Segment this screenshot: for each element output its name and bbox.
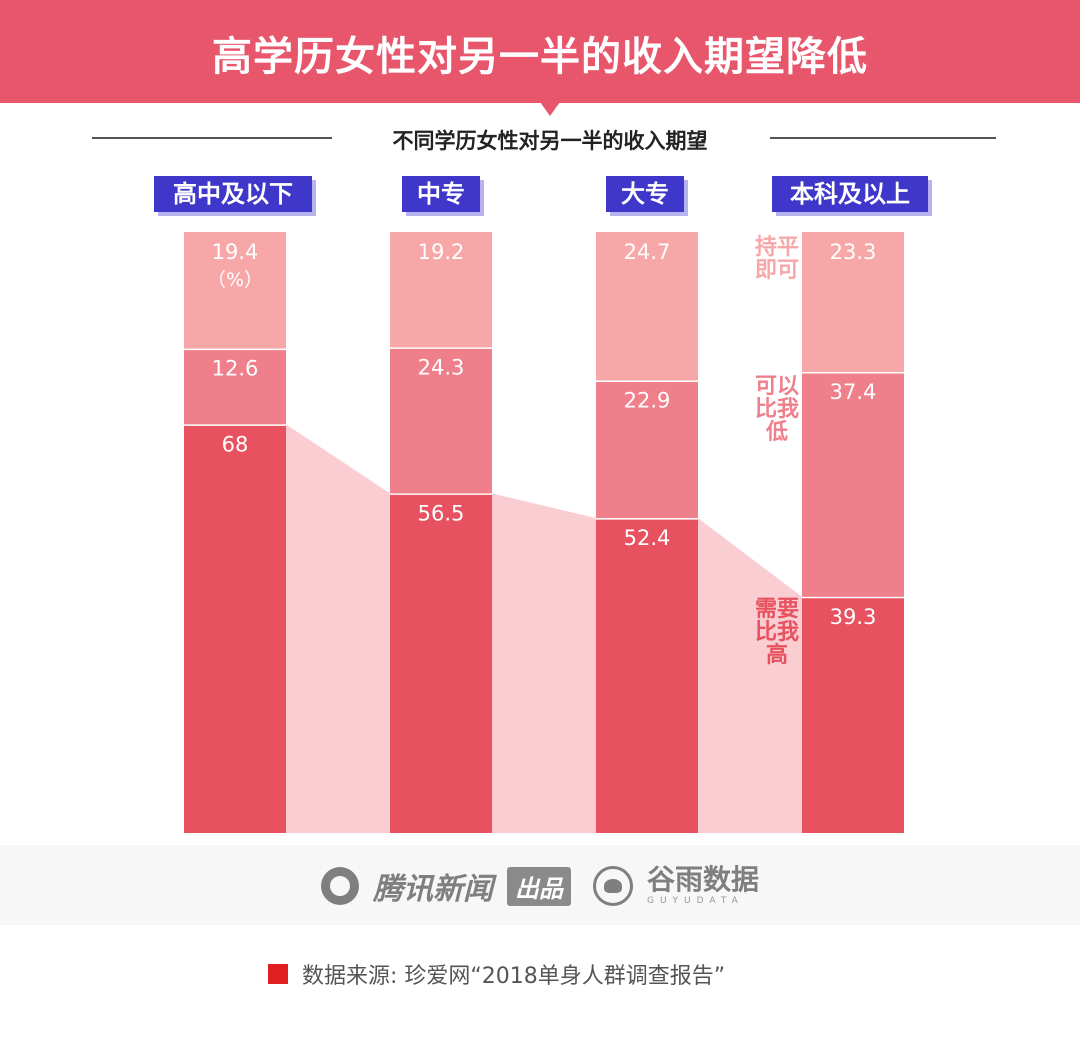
- data-label-technical-equal: 19.2: [418, 240, 465, 264]
- guyu-logo-icon: [592, 866, 633, 906]
- banner-notch: [540, 102, 560, 116]
- category-label-bachelor: 本科及以上: [772, 176, 928, 212]
- brand-guyu: 谷雨数据 GUYUDATA: [647, 866, 759, 906]
- data-label-bachelor-higher: 39.3: [830, 605, 877, 629]
- bar-high-school-lower: [184, 348, 286, 425]
- brand-guyu-sub: GUYUDATA: [646, 896, 744, 906]
- subtitle-rule-right: [770, 137, 996, 139]
- bar-college-lower: [596, 380, 698, 519]
- subtitle-rule-left: [92, 137, 332, 139]
- data-label-high-school-equal: 19.4: [212, 240, 259, 264]
- data-source: 数据来源: 珍爱网“2018单身人群调查报告”: [268, 958, 725, 990]
- brand-logos: 腾讯新闻 出品 谷雨数据 GUYUDATA: [0, 862, 1080, 910]
- data-label-bachelor-lower: 37.4: [830, 380, 877, 404]
- source-marker-icon: [268, 964, 288, 984]
- bar-bachelor-higher: [802, 596, 904, 833]
- tencent-news-logo-icon: [320, 867, 359, 905]
- bar-college-higher: [596, 518, 698, 833]
- chart-subtitle: 不同学历女性对另一半的收入期望: [392, 129, 708, 153]
- bar-college-equal: [596, 232, 698, 381]
- trend-area: [286, 424, 802, 833]
- category-label-college: 大专: [606, 176, 684, 212]
- category-label-technical: 中专: [402, 176, 480, 212]
- data-label-college-equal: 24.7: [624, 240, 671, 264]
- brand-badge: 出品: [506, 866, 571, 906]
- data-label-college-lower: 22.9: [624, 388, 671, 412]
- bar-technical-higher: [390, 493, 492, 833]
- bar-technical-lower: [390, 347, 492, 494]
- bar-high-school-equal: [184, 232, 286, 349]
- category-label-high-school: 高中及以下: [154, 176, 312, 212]
- data-label-bachelor-equal: 23.3: [830, 240, 877, 264]
- series-label-higher: 需要比我高: [754, 597, 799, 668]
- data-label-high-school-lower: 12.6: [212, 357, 259, 381]
- brand-guyu-name: 谷雨数据: [646, 863, 759, 896]
- source-text: 数据来源: 珍爱网“2018单身人群调查报告”: [302, 964, 726, 989]
- data-label-college-higher: 52.4: [624, 526, 671, 550]
- bar-bachelor-lower: [802, 372, 904, 597]
- title-banner: [0, 0, 1080, 103]
- bar-high-school-higher: [184, 424, 286, 833]
- bar-bachelor-equal: [802, 232, 904, 373]
- brand-tencent-news: 腾讯新闻: [372, 872, 493, 907]
- series-label-lower: 可以比我低: [754, 374, 799, 445]
- data-label-technical-lower: 24.3: [418, 355, 465, 379]
- data-label-technical-higher: 56.5: [418, 501, 465, 525]
- page-title: 高学历女性对另一半的收入期望降低: [212, 34, 868, 80]
- bar-technical-equal: [390, 232, 492, 348]
- series-label-equal: 持平即可: [754, 235, 799, 283]
- unit-label: （%）: [207, 269, 263, 291]
- data-label-high-school-higher: 68: [222, 432, 249, 456]
